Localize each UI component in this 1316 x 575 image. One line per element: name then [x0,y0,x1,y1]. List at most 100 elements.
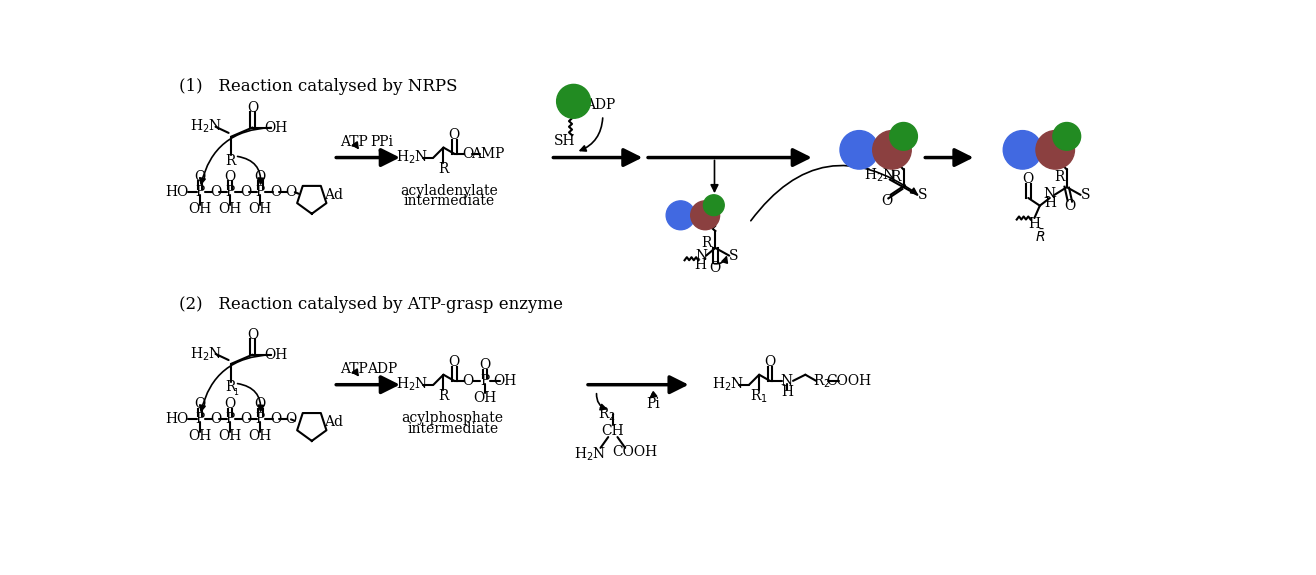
Text: $_1$: $_1$ [233,387,240,400]
Text: (2)   Reaction catalysed by ATP-grasp enzyme: (2) Reaction catalysed by ATP-grasp enzy… [179,296,563,313]
Text: N: N [695,248,708,263]
Text: intermediate: intermediate [403,194,495,209]
Text: O: O [286,185,296,199]
Text: OH: OH [249,202,272,216]
Text: R: R [226,155,236,168]
Text: O: O [225,170,236,184]
Text: OH: OH [188,202,212,216]
Text: AMP: AMP [471,147,504,160]
Text: R: R [438,389,449,403]
Text: R: R [226,380,236,394]
Text: HO: HO [166,185,188,199]
Text: P: P [255,185,265,199]
Text: R: R [891,170,901,184]
Text: OH: OH [494,374,517,388]
Text: O: O [247,101,258,114]
Text: ATP: ATP [341,362,368,376]
Text: A: A [886,143,898,157]
Circle shape [890,122,917,150]
Text: OH: OH [265,121,287,135]
Text: COOH: COOH [826,374,871,388]
Text: C: C [853,143,866,157]
Text: P: P [196,185,205,199]
Text: O: O [709,261,721,275]
Text: P: P [255,412,265,426]
Text: H$_2$N: H$_2$N [190,118,222,136]
Text: H$_2$N: H$_2$N [396,376,429,393]
Text: O: O [195,397,205,411]
Text: O: O [211,412,221,426]
Text: O: O [240,185,251,199]
Text: H: H [780,385,792,398]
Circle shape [1036,131,1074,169]
Text: A: A [701,210,709,221]
Circle shape [691,201,720,230]
Text: P: P [225,412,234,426]
Text: P: P [225,185,234,199]
Text: N: N [1044,187,1055,201]
Text: O: O [1023,172,1034,186]
Circle shape [1053,122,1080,150]
Text: Ad: Ad [324,187,343,201]
Text: O: O [449,128,459,142]
Circle shape [704,195,724,216]
Text: O: O [270,185,282,199]
Text: PCP: PCP [561,96,586,107]
Text: O: O [286,412,296,426]
Text: OH: OH [218,430,242,443]
Text: H$_2$N: H$_2$N [865,167,896,185]
Text: O: O [225,397,236,411]
Text: PCP: PCP [892,132,915,141]
Text: H$_2$N: H$_2$N [574,445,605,463]
Text: H: H [1028,217,1041,231]
Text: O: O [270,412,282,426]
Text: R: R [1054,170,1065,184]
Text: OH: OH [265,348,287,362]
Text: PCP: PCP [1055,132,1078,141]
Text: OH: OH [188,430,212,443]
Text: O: O [880,194,892,208]
Text: HO: HO [166,412,188,426]
Text: SH: SH [554,135,575,148]
Text: (1)   Reaction catalysed by NRPS: (1) Reaction catalysed by NRPS [179,78,458,95]
Text: O: O [449,355,459,369]
Circle shape [557,85,591,118]
Text: C: C [1016,143,1029,157]
Text: H$_2$N: H$_2$N [396,149,429,166]
Text: C: C [676,210,686,221]
Text: O: O [254,397,266,411]
Text: O: O [479,358,491,373]
Text: Ad: Ad [324,415,343,428]
Text: OH: OH [249,430,272,443]
Text: R: R [701,236,712,250]
Circle shape [873,131,911,169]
Text: S: S [1082,188,1091,202]
Text: H: H [1044,196,1055,210]
Text: $\bar{R}$: $\bar{R}$ [1034,228,1045,245]
Text: PPi: PPi [370,135,393,149]
Text: O: O [462,147,474,160]
Text: ATP: ATP [341,135,368,149]
Text: O: O [462,374,474,388]
Text: O: O [195,170,205,184]
Text: CH: CH [601,424,624,438]
Text: A: A [1049,143,1061,157]
Text: H$_2$N: H$_2$N [712,376,745,393]
Text: intermediate: intermediate [407,421,499,436]
Text: R$_1$: R$_1$ [750,388,769,405]
Text: S: S [919,188,928,202]
Text: P: P [480,374,490,388]
Text: P: P [196,412,205,426]
Text: OH: OH [474,391,496,405]
Circle shape [1003,131,1042,169]
Text: O: O [1065,199,1075,213]
Text: R$_2$: R$_2$ [597,405,616,423]
Text: O: O [240,412,251,426]
Text: acylphosphate: acylphosphate [401,411,504,425]
Text: ADP: ADP [367,362,397,376]
Text: R$_2$: R$_2$ [813,372,832,389]
Text: O: O [247,328,258,342]
Text: R: R [438,162,449,176]
Text: acyladenylate: acyladenylate [400,183,497,198]
Text: O: O [765,355,775,369]
